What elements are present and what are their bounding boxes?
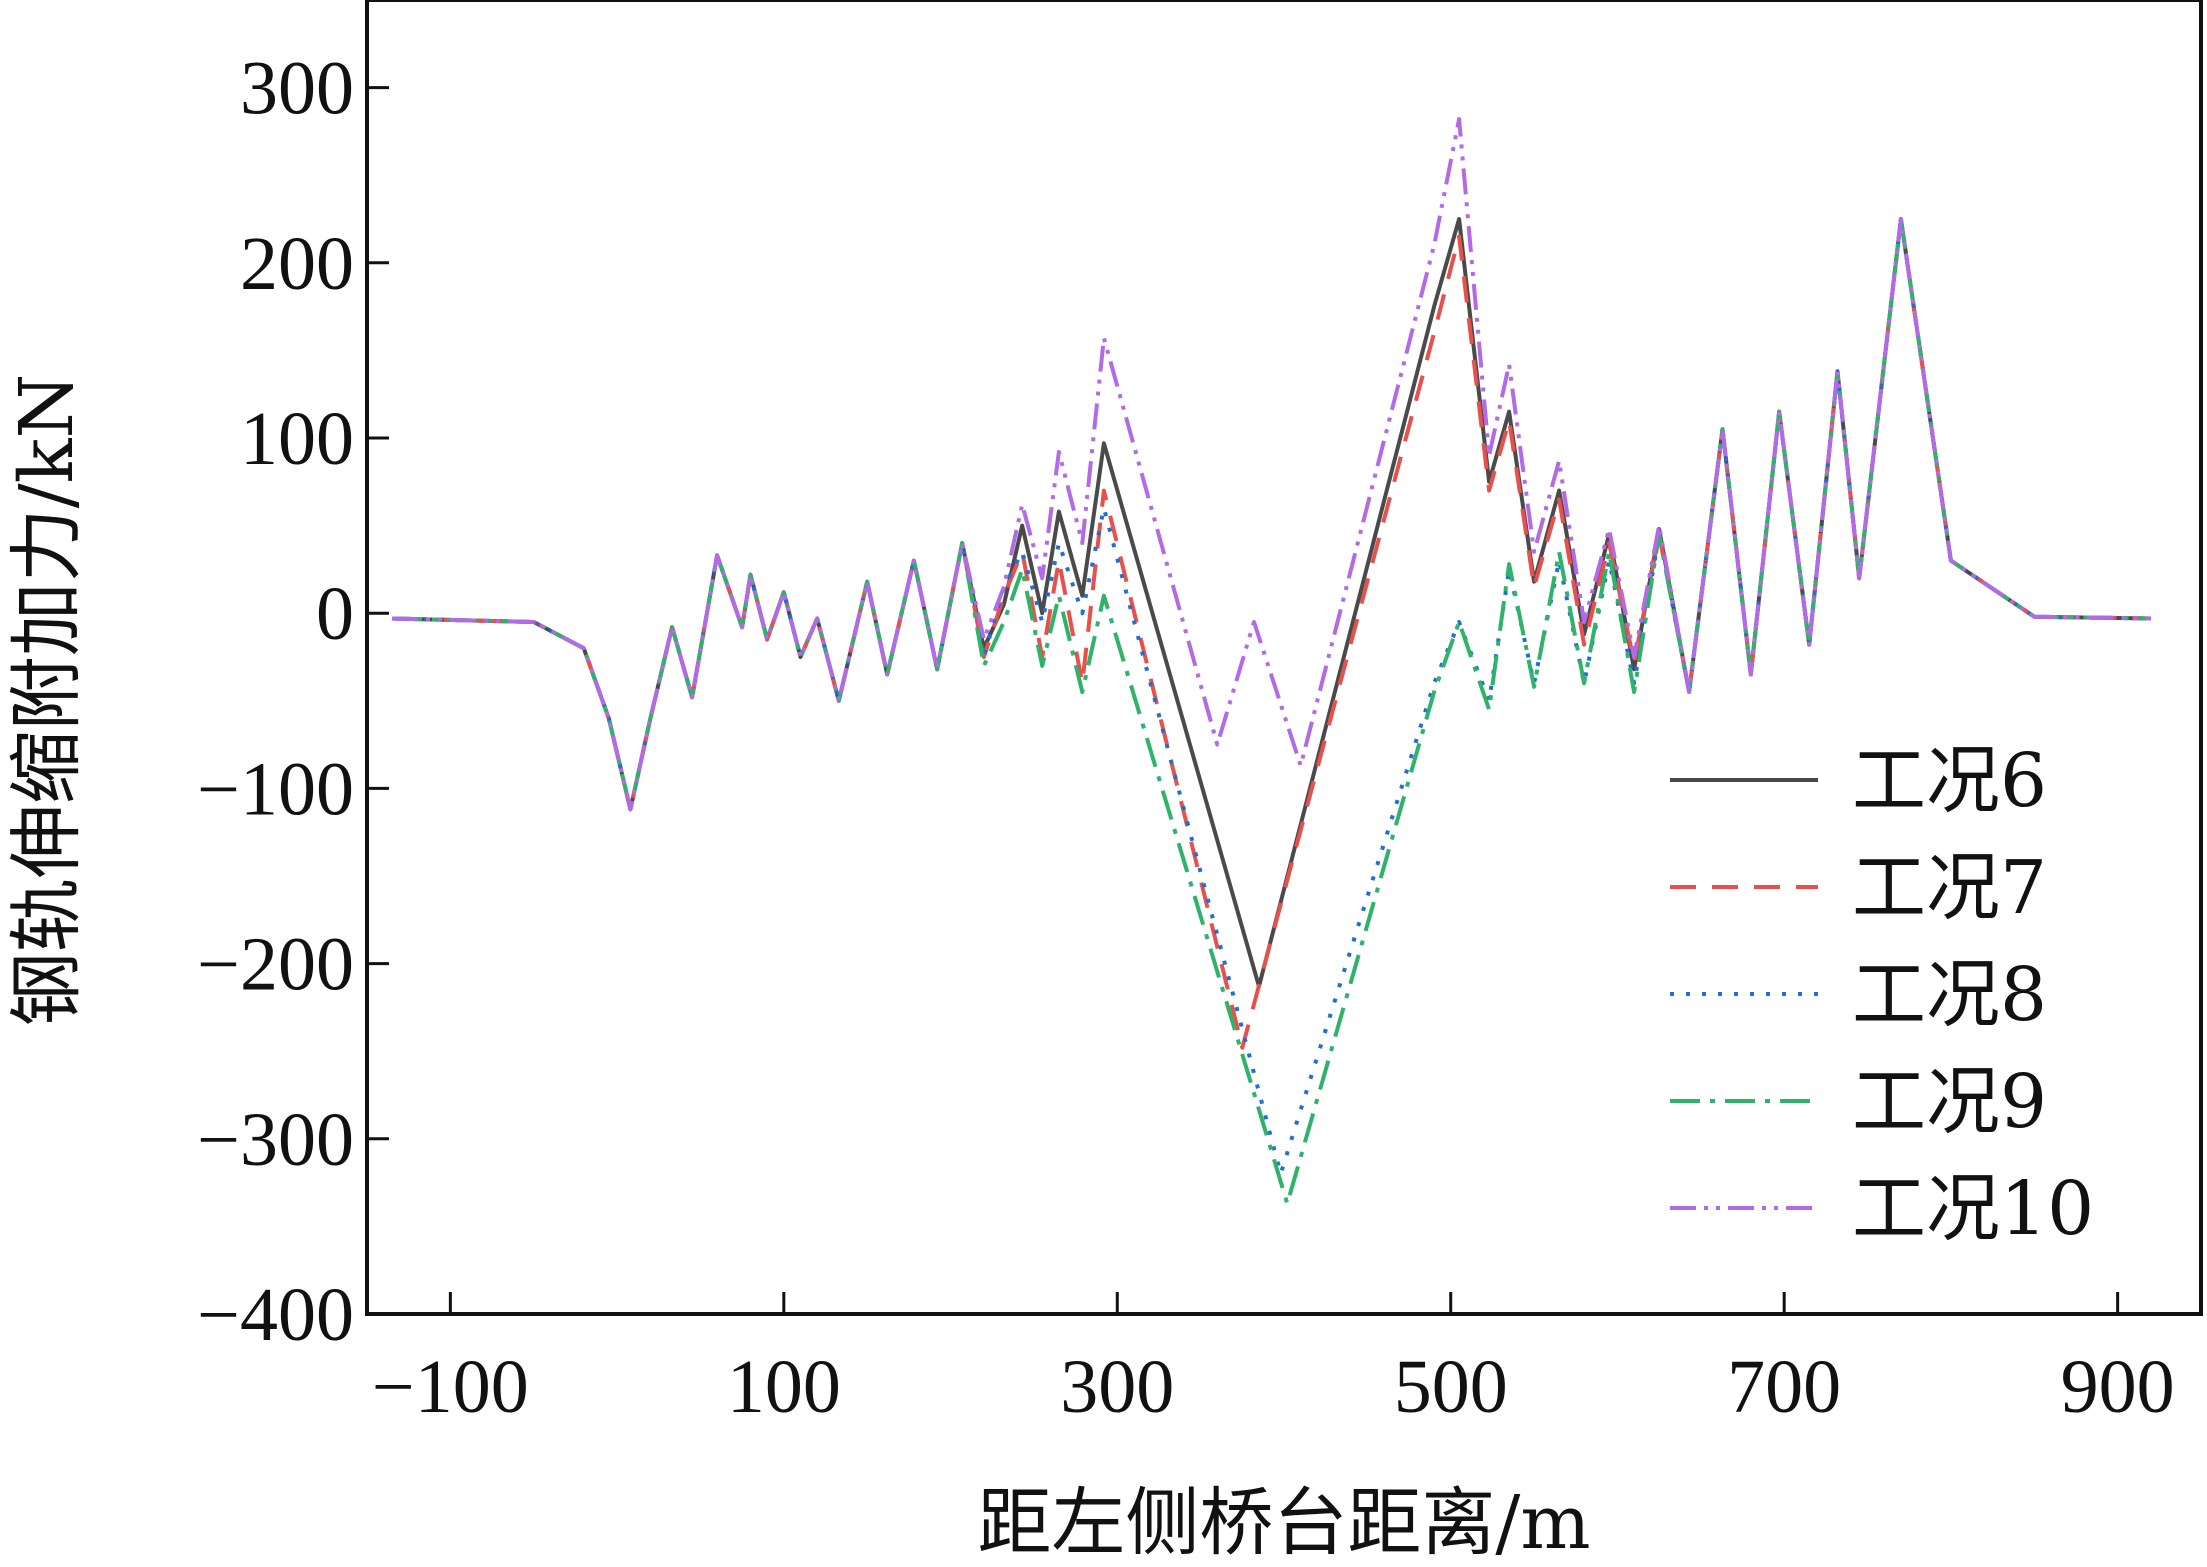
x-tick-label: 700: [1727, 1345, 1841, 1429]
y-tick-label: 0: [316, 572, 354, 656]
x-axis-title: 距左侧桥台距离/m: [977, 1480, 1590, 1566]
series-line-5: [391, 117, 2152, 812]
legend-label-1: 工况6: [1852, 738, 2047, 824]
y-axis-title: 钢轨伸缩附加力/kN: [4, 374, 90, 1027]
x-tick-label: 900: [2061, 1345, 2175, 1429]
y-tick-label: 200: [240, 222, 354, 306]
y-tick-label: 300: [240, 47, 354, 131]
legend-label-4: 工况9: [1852, 1059, 2047, 1145]
legend-label-2: 工况7: [1852, 845, 2047, 931]
series-line-4: [391, 217, 2152, 1206]
x-tick-label: −100: [372, 1345, 529, 1429]
x-tick-label: 500: [1394, 1345, 1508, 1429]
x-tick-label: 300: [1060, 1345, 1174, 1429]
x-tick-label: 100: [727, 1345, 841, 1429]
plot-frame: [365, 0, 2203, 1316]
series-layer: [391, 117, 2152, 1206]
y-tick-label: −300: [197, 1098, 354, 1182]
y-axis-ticks: 300 200 100 0 −100 −200 −300 −400: [197, 47, 389, 1357]
legend-label-3: 工况8: [1852, 952, 2047, 1038]
y-tick-label: −400: [197, 1273, 354, 1357]
y-tick-label: −200: [197, 923, 354, 1007]
legend: 工况6 工况7 工况8 工况9 工况10: [1670, 738, 2094, 1252]
legend-label-5: 工况10: [1852, 1166, 2094, 1252]
x-axis-ticks: −100 100 300 500 700 900: [372, 1292, 2175, 1429]
y-tick-label: 100: [240, 397, 354, 481]
y-tick-label: −100: [197, 747, 354, 831]
series-line-3: [391, 217, 2152, 1176]
